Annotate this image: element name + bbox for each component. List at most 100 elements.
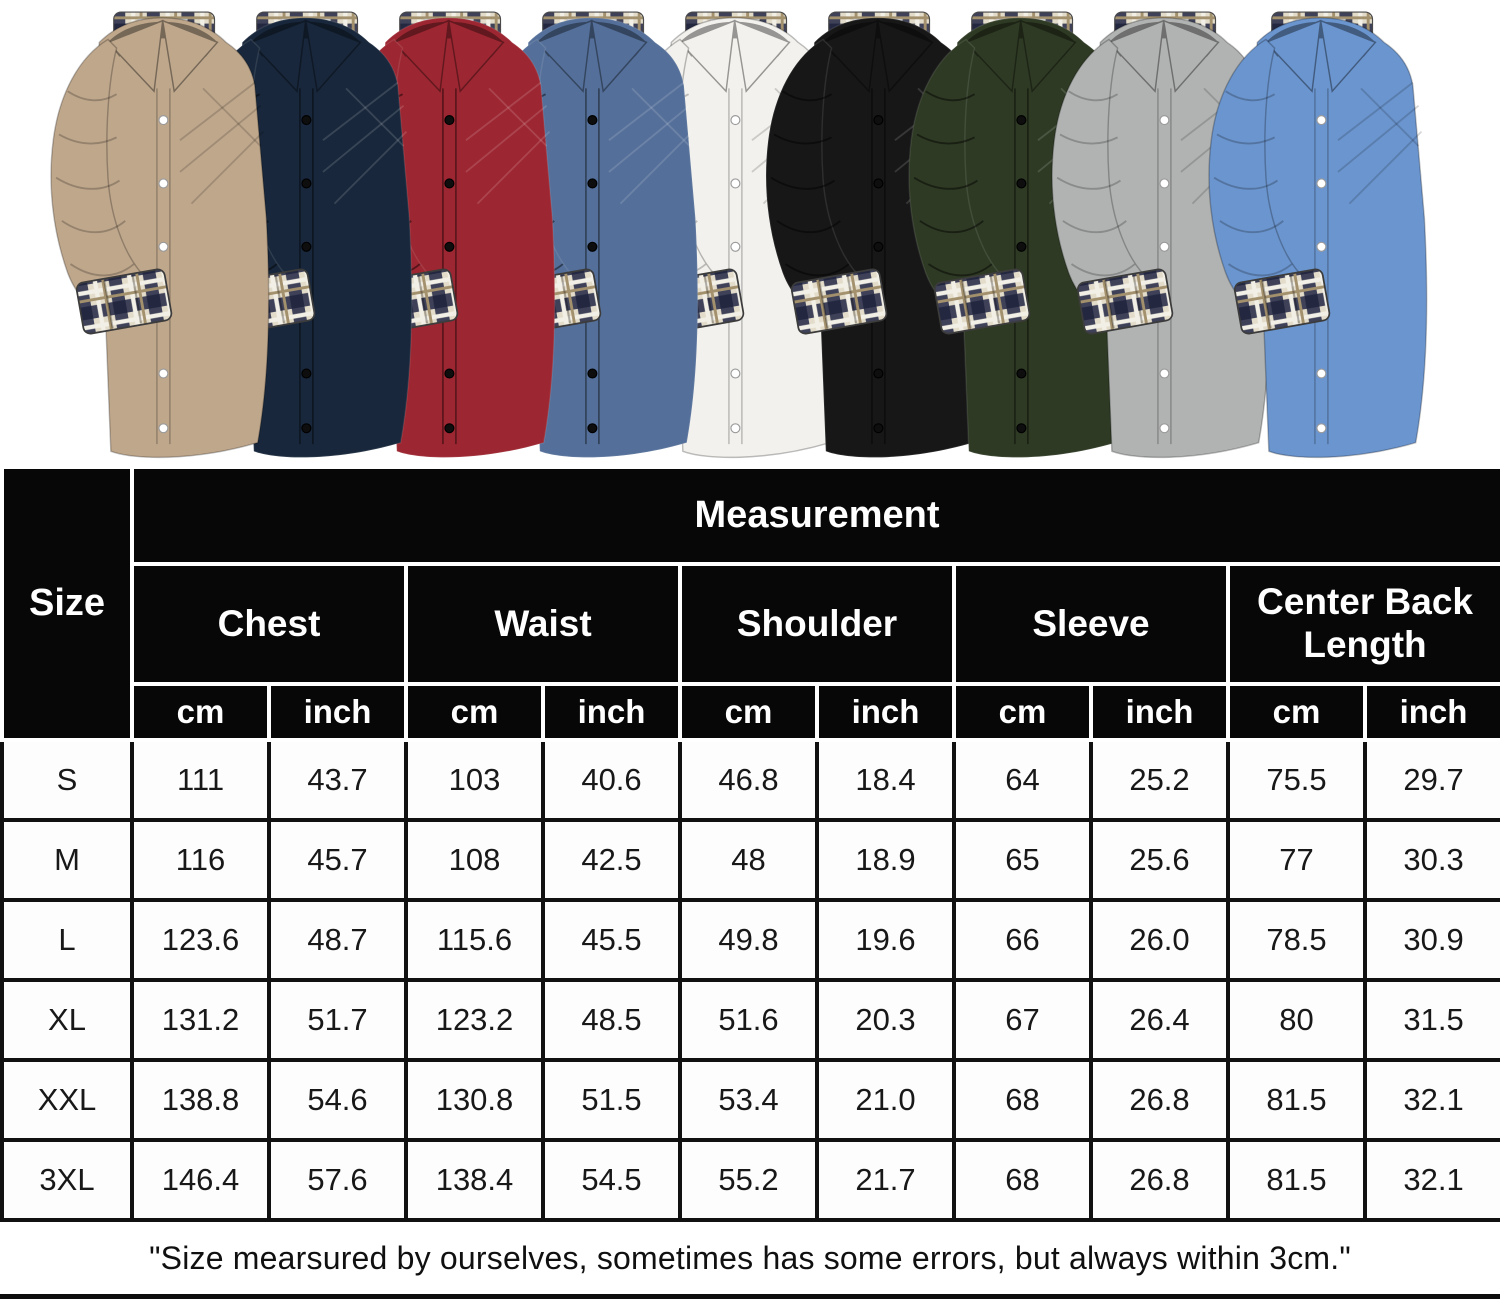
value-cell: 25.6 <box>1089 818 1230 902</box>
value-cell: 116 <box>130 818 271 902</box>
chest-seams <box>322 81 408 205</box>
value-cell: 48.5 <box>541 978 682 1062</box>
sleeve-wrinkles <box>770 90 850 277</box>
unit-header-cbl-cm: cm <box>1226 682 1367 742</box>
value-cell: 30.9 <box>1362 898 1500 982</box>
value-cell: 138.8 <box>130 1058 271 1142</box>
value-cell: 43.7 <box>267 738 408 822</box>
size-cell: 3XL <box>0 1138 134 1222</box>
value-cell: 40.6 <box>541 738 682 822</box>
value-cell: 32.1 <box>1362 1058 1500 1142</box>
table-row: M 116 45.7 108 42.5 48 18.9 65 25.6 77 30.3 <box>0 818 1500 902</box>
buttons <box>158 115 169 434</box>
value-cell: 48.7 <box>267 898 408 982</box>
table-row: 3XL 146.4 57.6 138.4 54.5 55.2 21.7 68 26.8 81.5 3… <box>0 1138 1500 1222</box>
collar-lapel <box>161 19 219 93</box>
value-cell: 46.8 <box>678 738 819 822</box>
value-cell: 103 <box>404 738 545 822</box>
value-cell: 51.5 <box>541 1058 682 1142</box>
value-cell: 123.6 <box>130 898 271 982</box>
table-row: XXL 138.8 54.6 130.8 51.5 53.4 21.0 68 26.8 81.5 3… <box>0 1058 1500 1142</box>
table-row: L 123.6 48.7 115.6 45.5 49.8 19.6 66 26.0 78.5 30.… <box>0 898 1500 982</box>
collar-lapel <box>678 19 736 93</box>
table-row: XL 131.2 51.7 123.2 48.5 51.6 20.3 67 26.4 80 31.5 <box>0 978 1500 1062</box>
collar-lapel <box>249 19 307 93</box>
value-cell: 75.5 <box>1226 738 1367 822</box>
value-cell: 19.6 <box>815 898 956 982</box>
size-cell: L <box>0 898 134 982</box>
value-cell: 55.2 <box>678 1138 819 1222</box>
buttons <box>1316 115 1327 434</box>
unit-header-chest-cm: cm <box>130 682 271 742</box>
unit-header-shoulder-cm: cm <box>678 682 819 742</box>
value-cell: 53.4 <box>678 1058 819 1142</box>
size-corner-header: Size <box>0 465 134 742</box>
plaid-cuff <box>75 268 173 335</box>
sleeve-wrinkles <box>913 90 993 277</box>
value-cell: 18.4 <box>815 738 956 822</box>
collar-lapel <box>1107 19 1165 93</box>
value-cell: 68 <box>952 1058 1093 1142</box>
value-cell: 81.5 <box>1226 1138 1367 1222</box>
value-cell: 29.7 <box>1362 738 1500 822</box>
value-cell: 131.2 <box>130 978 271 1062</box>
value-cell: 66 <box>952 898 1093 982</box>
value-cell: 21.7 <box>815 1138 956 1222</box>
collar-lapel <box>392 19 450 93</box>
chest-seams <box>179 81 265 205</box>
header-row-measurement: Size Measurement <box>0 465 1500 742</box>
size-chart-section: Size Measurement Chest Waist Shoulder Sl… <box>0 465 1500 1299</box>
header-row-groups: Chest Waist Shoulder Sleeve Center Back … <box>2 562 1500 686</box>
value-cell: 77 <box>1226 818 1367 902</box>
collar-lapel <box>1264 19 1322 93</box>
sleeve-wrinkles <box>1213 90 1293 277</box>
size-cell: S <box>0 738 134 822</box>
size-cell: XXL <box>0 1058 134 1142</box>
value-cell: 65 <box>952 818 1093 902</box>
shirt-khaki <box>50 11 270 459</box>
value-cell: 18.9 <box>815 818 956 902</box>
collar-lapel <box>1019 19 1077 93</box>
collar-lapel <box>304 19 362 93</box>
value-cell: 21.0 <box>815 1058 956 1142</box>
value-cell: 48 <box>678 818 819 902</box>
value-cell: 80 <box>1226 978 1367 1062</box>
group-header-shoulder: Shoulder <box>678 562 956 686</box>
value-cell: 26.0 <box>1089 898 1230 982</box>
value-cell: 111 <box>130 738 271 822</box>
group-header-waist: Waist <box>404 562 682 686</box>
value-cell: 78.5 <box>1226 898 1367 982</box>
buttons <box>1159 115 1170 434</box>
unit-header-cbl-inch: inch <box>1362 682 1500 742</box>
value-cell: 45.7 <box>267 818 408 902</box>
collar-lapel <box>733 19 791 93</box>
value-cell: 51.7 <box>267 978 408 1062</box>
collar-lapel <box>1319 19 1377 93</box>
unit-header-waist-cm: cm <box>404 682 545 742</box>
value-cell: 20.3 <box>815 978 956 1062</box>
shirt-light-blue <box>1208 11 1428 459</box>
value-cell: 26.8 <box>1089 1138 1230 1222</box>
shirts-illustration <box>50 11 1428 459</box>
shirt-body <box>1254 17 1428 459</box>
value-cell: 32.1 <box>1362 1138 1500 1222</box>
header-row-units: cm inch cm inch cm inch cm inch cm inch <box>2 682 1500 742</box>
plaid-cuff <box>1076 268 1174 335</box>
size-chart-table: Size Measurement Chest Waist Shoulder Sl… <box>0 465 1500 1222</box>
collar-lapel <box>447 19 505 93</box>
value-cell: 49.8 <box>678 898 819 982</box>
size-cell: XL <box>0 978 134 1062</box>
collar-lapel <box>106 19 164 93</box>
plaid-cuff <box>1233 268 1331 335</box>
unit-header-waist-inch: inch <box>541 682 682 742</box>
plaid-cuff <box>790 268 888 335</box>
collar-lapel <box>821 19 879 93</box>
product-gallery <box>0 0 1500 465</box>
value-cell: 25.2 <box>1089 738 1230 822</box>
collar-lapel <box>964 19 1022 93</box>
chest-seams <box>608 81 694 205</box>
measurement-header: Measurement <box>129 465 1500 566</box>
chest-seams <box>1337 81 1423 205</box>
collar-lapel <box>590 19 648 93</box>
